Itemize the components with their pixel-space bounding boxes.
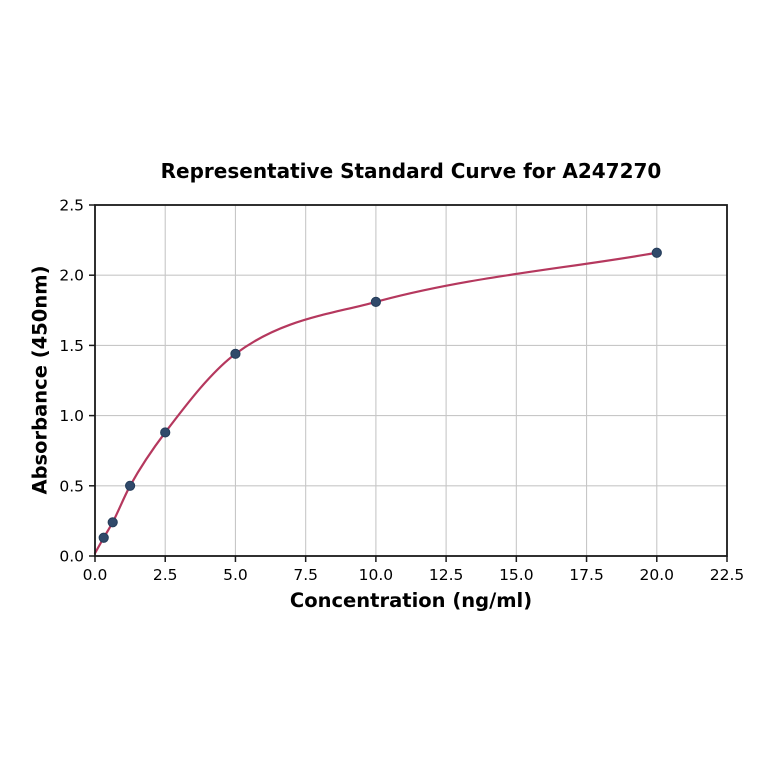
y-tick-label: 2.0 xyxy=(59,267,84,285)
data-point xyxy=(98,532,109,543)
x-tick-label: 2.5 xyxy=(153,566,178,584)
data-point xyxy=(125,480,136,491)
chart-title: Representative Standard Curve for A24727… xyxy=(160,159,662,183)
y-tick-label: 0.0 xyxy=(59,548,84,566)
x-tick-label: 5.0 xyxy=(223,566,248,584)
x-tick-label: 15.0 xyxy=(499,566,534,584)
x-tick-label: 12.5 xyxy=(429,566,464,584)
x-tick-label: 7.5 xyxy=(293,566,318,584)
x-tick-label: 0.0 xyxy=(83,566,108,584)
y-tick-label: 2.5 xyxy=(59,197,84,215)
x-tick-label: 20.0 xyxy=(640,566,675,584)
y-tick-label: 1.5 xyxy=(59,337,84,355)
y-tick-label: 1.0 xyxy=(59,407,84,425)
data-point xyxy=(160,427,171,438)
x-tick-label: 10.0 xyxy=(359,566,394,584)
x-tick-label: 17.5 xyxy=(569,566,604,584)
data-point xyxy=(651,247,662,258)
data-point xyxy=(230,348,241,359)
fit-curve xyxy=(93,251,658,555)
x-tick-label: 22.5 xyxy=(710,566,745,584)
data-point xyxy=(107,517,118,528)
data-point xyxy=(370,296,381,307)
x-axis-label: Concentration (ng/ml) xyxy=(289,589,533,612)
y-tick-label: 0.5 xyxy=(59,477,84,495)
axes-box xyxy=(94,204,728,557)
